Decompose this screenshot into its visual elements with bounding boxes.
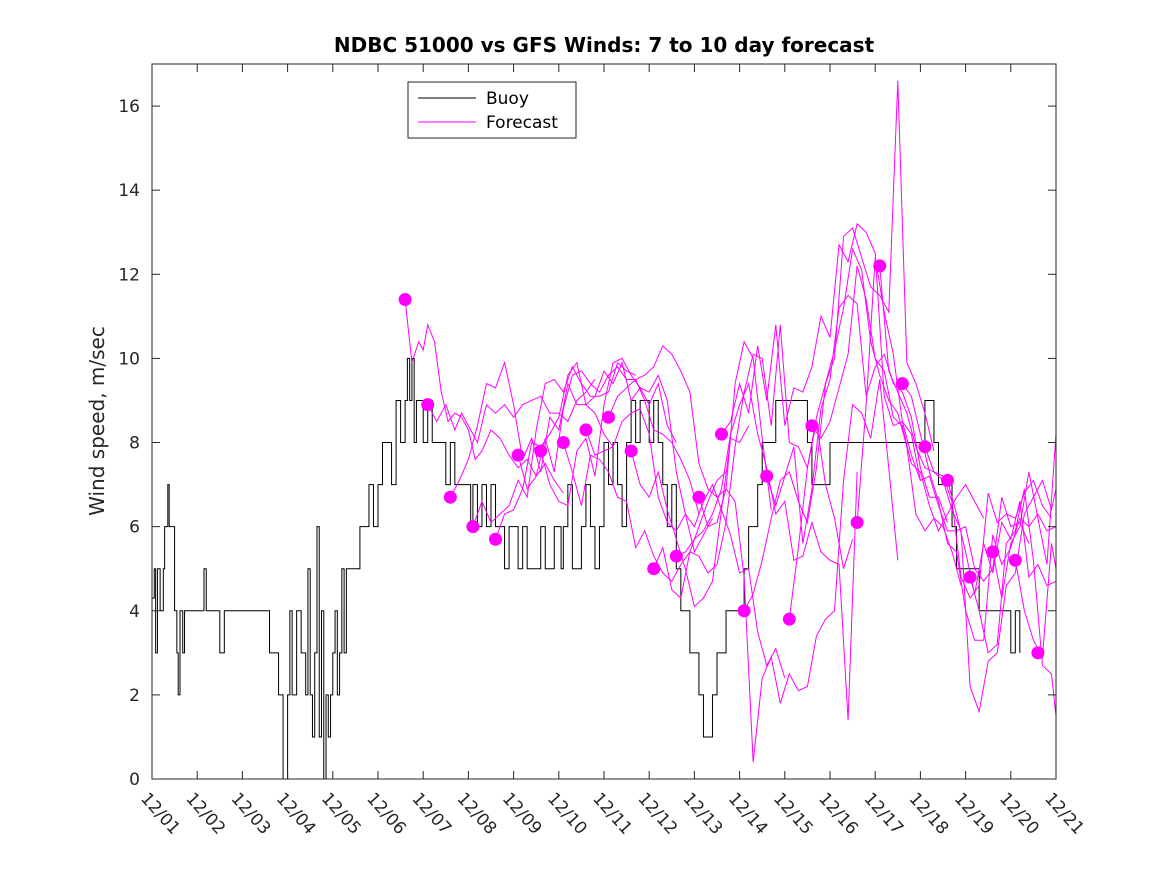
forecast-line	[540, 357, 713, 554]
forecast-markers	[398, 259, 1045, 660]
x-tick-label: 12/01	[136, 789, 184, 839]
x-tick-label: 12/05	[317, 789, 365, 839]
forecast-marker	[489, 532, 503, 546]
forecast-line	[856, 257, 1030, 583]
forecast-marker	[782, 612, 796, 626]
forecast-marker	[1008, 553, 1022, 567]
forecast-marker	[421, 398, 435, 412]
forecast-marker	[556, 436, 570, 450]
x-tick-label: 12/21	[1040, 789, 1088, 839]
x-tick-label: 12/12	[633, 789, 681, 839]
forecast-marker	[511, 448, 525, 462]
forecast-marker	[466, 520, 480, 534]
x-tick-label: 12/06	[362, 789, 410, 839]
forecast-line	[608, 340, 772, 510]
forecast-line	[676, 381, 858, 721]
legend: Buoy Forecast	[407, 81, 577, 139]
y-tick-label: 8	[129, 434, 140, 454]
x-tick-label: 12/17	[859, 789, 907, 839]
forecast-marker	[398, 293, 412, 307]
forecast-marker	[579, 423, 593, 437]
x-tick-label: 12/08	[453, 789, 501, 839]
forecast-line	[811, 265, 985, 533]
forecast-marker	[443, 490, 457, 504]
forecast-line	[495, 361, 677, 540]
y-tick-label: 10	[118, 349, 140, 369]
x-tick-label: 12/13	[679, 789, 727, 839]
forecast-marker	[941, 473, 955, 487]
x-tick-label: 12/09	[498, 789, 546, 839]
x-tick-label: 12/02	[181, 789, 229, 839]
y-axis-label: Wind speed, m/sec	[85, 326, 109, 516]
forecast-marker	[715, 427, 729, 441]
y-tick-label: 16	[118, 97, 140, 117]
forecast-marker	[647, 562, 661, 576]
forecast-marker	[805, 419, 819, 433]
x-tick-label: 12/19	[950, 789, 998, 839]
forecast-line	[901, 383, 1057, 641]
y-axis: 0 2 4 6 8 10 12 14 16	[118, 97, 1056, 790]
forecast-line	[517, 366, 700, 515]
forecast-line	[630, 450, 786, 679]
x-tick-label: 12/07	[407, 789, 455, 839]
forecast-line	[721, 222, 921, 481]
y-tick-label: 0	[129, 770, 140, 790]
forecast-marker	[918, 440, 932, 454]
forecast-line	[743, 80, 935, 612]
forecast-marker	[850, 515, 864, 529]
x-tick-label: 12/14	[724, 789, 772, 839]
forecast-marker	[534, 444, 548, 458]
x-tick-label: 12/16	[814, 789, 862, 839]
forecast-line	[427, 379, 596, 444]
legend-forecast-label: Forecast	[486, 113, 558, 133]
y-tick-label: 12	[118, 265, 140, 285]
forecast-marker	[963, 570, 977, 584]
forecast-marker	[669, 549, 683, 563]
forecast-marker	[873, 259, 887, 273]
y-tick-label: 2	[129, 686, 140, 706]
x-tick-label: 12/10	[543, 789, 591, 839]
forecast-line	[947, 480, 1057, 595]
forecast-line	[924, 446, 1057, 714]
x-tick-label: 12/11	[588, 789, 636, 839]
forecast-marker	[1031, 646, 1045, 660]
chart-title: NDBC 51000 vs GFS Winds: 7 to 10 day for…	[334, 33, 875, 57]
legend-buoy-label: Buoy	[486, 89, 529, 109]
y-tick-label: 6	[129, 518, 140, 538]
x-tick-label: 12/04	[272, 789, 320, 839]
forecast-marker	[895, 377, 909, 391]
forecast-line	[562, 442, 727, 583]
x-tick-label: 12/15	[769, 789, 817, 839]
x-tick-label: 12/03	[227, 789, 275, 839]
forecast-marker	[986, 545, 1000, 559]
forecast-marker	[737, 604, 751, 618]
forecast-marker	[602, 410, 616, 424]
forecast-line	[404, 299, 564, 494]
forecast-marker	[624, 444, 638, 458]
forecast-marker	[692, 490, 706, 504]
forecast-series-group	[404, 80, 1057, 763]
y-tick-label: 4	[129, 602, 140, 622]
forecast-line	[969, 488, 1057, 716]
forecast-line	[472, 361, 636, 527]
forecast-line	[992, 434, 1057, 599]
y-tick-label: 14	[118, 181, 140, 201]
forecast-marker	[760, 469, 774, 483]
legend-box	[407, 81, 577, 139]
x-tick-label: 12/18	[905, 789, 953, 839]
x-tick-label: 12/20	[995, 789, 1043, 839]
